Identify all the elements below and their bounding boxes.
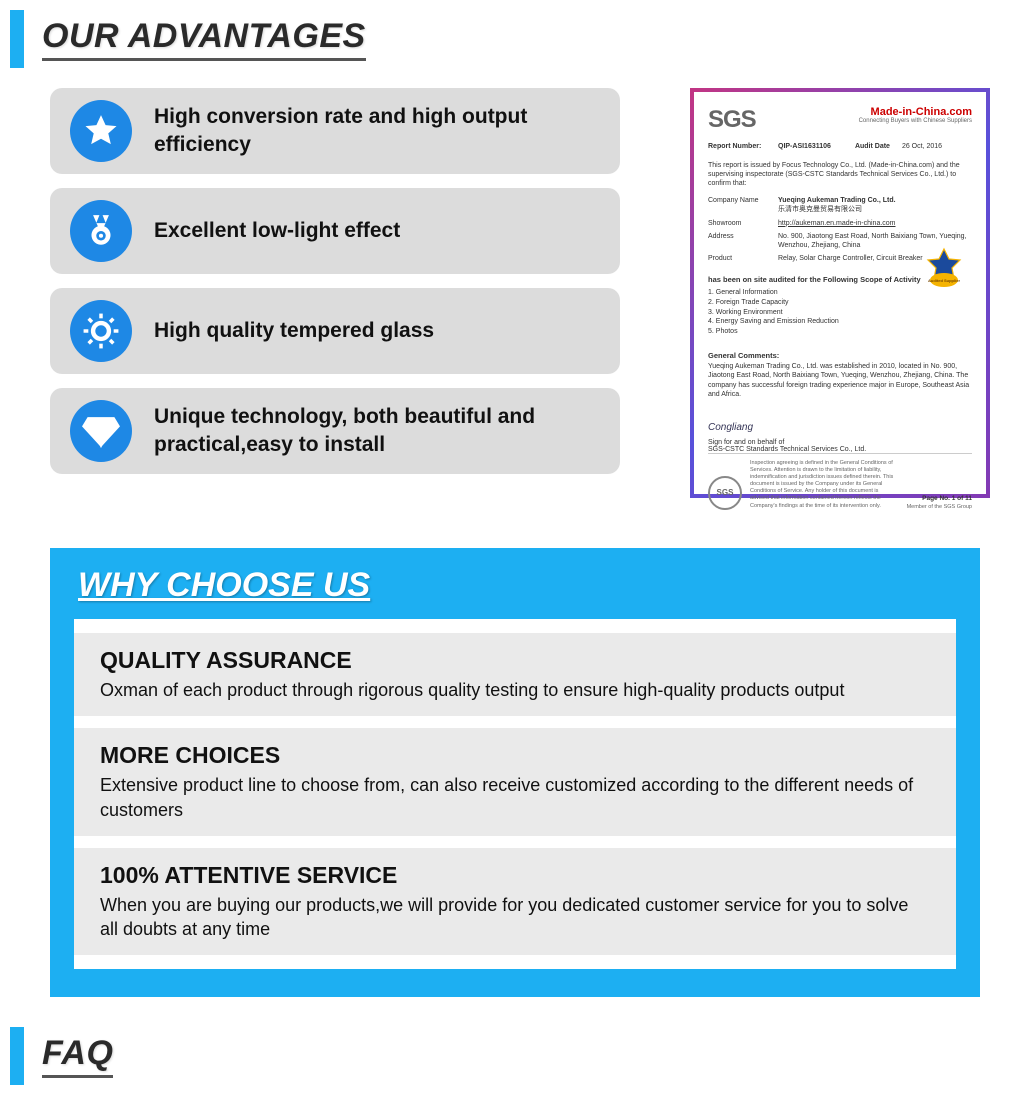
why-choose-panel: WHY CHOOSE US QUALITY ASSURANCE Oxman of… — [50, 548, 980, 997]
product-value: Relay, Solar Charge Controller, Circuit … — [778, 254, 923, 263]
medal-icon — [70, 200, 132, 262]
why-card: 100% ATTENTIVE SERVICE When you are buyi… — [74, 848, 956, 956]
audit-date-label: Audit Date — [855, 142, 890, 151]
svg-text:Audited Supplier: Audited Supplier — [928, 278, 960, 283]
company-label: Company Name — [708, 196, 778, 214]
mic-logo-sub: Connecting Buyers with Chinese Suppliers — [859, 118, 972, 124]
advantage-text: High quality tempered glass — [154, 317, 434, 345]
why-card-body: Oxman of each product through rigorous q… — [100, 678, 930, 702]
general-comments-title: General Comments: — [708, 351, 972, 360]
why-title: WHY CHOOSE US — [78, 566, 956, 605]
why-card-title: 100% ATTENTIVE SERVICE — [100, 862, 930, 889]
why-list: QUALITY ASSURANCE Oxman of each product … — [74, 619, 956, 969]
why-card: MORE CHOICES Extensive product line to c… — [74, 728, 956, 836]
audit-date: 26 Oct, 2016 — [902, 142, 942, 151]
sun-gear-icon — [70, 300, 132, 362]
sgs-stamp-icon: SGS — [708, 476, 742, 510]
company-name: Yueqing Aukeman Trading Co., Ltd. — [778, 197, 896, 204]
cert-footer-text: Inspection agreeing is defined in the Ge… — [750, 460, 899, 510]
scope-item: 3. Working Environment — [708, 308, 972, 318]
sig-label-1: Sign for and on behalf of — [708, 439, 972, 446]
company-cn: 乐清市奥克曼贸易有限公司 — [778, 206, 862, 213]
report-no: QIP-ASI1631106 — [778, 142, 831, 151]
advantage-text: High conversion rate and high output eff… — [154, 103, 600, 160]
faq-header: FAQ — [10, 1027, 1030, 1085]
accent-bar — [10, 1027, 24, 1085]
audited-badge-icon: Audited Supplier — [922, 247, 966, 291]
diamond-icon — [70, 400, 132, 462]
address-label: Address — [708, 232, 778, 250]
cert-intro: This report is issued by Focus Technolog… — [708, 161, 972, 188]
why-card-title: MORE CHOICES — [100, 742, 930, 769]
general-comments-body: Yueqing Aukeman Trading Co., Ltd. was es… — [708, 362, 972, 400]
scope-item: 2. Foreign Trade Capacity — [708, 298, 972, 308]
sig-label-2: SGS-CSTC Standards Technical Services Co… — [708, 446, 972, 453]
advantage-item: Unique technology, both beautiful and pr… — [50, 388, 620, 474]
product-label: Product — [708, 254, 778, 263]
made-in-china-logo: Made-in-China.com Connecting Buyers with… — [859, 106, 972, 124]
star-icon — [70, 100, 132, 162]
cert-member: Member of the SGS Group — [907, 504, 972, 510]
mic-logo-text: Made-in-China.com — [859, 106, 972, 118]
showroom-link: http://aukeman.en.made-in-china.com — [778, 219, 896, 228]
advantages-title: OUR ADVANTAGES — [42, 17, 366, 61]
why-card-title: QUALITY ASSURANCE — [100, 647, 930, 674]
cert-page: Page No. 1 of 11 — [907, 495, 972, 502]
faq-title: FAQ — [42, 1034, 113, 1078]
signature: Congliang — [708, 422, 972, 433]
report-label: Report Number: — [708, 142, 778, 151]
advantages-header: OUR ADVANTAGES — [10, 10, 1030, 68]
showroom-label: Showroom — [708, 219, 778, 228]
scope-item: 5. Photos — [708, 327, 972, 337]
scope-list: 1. General Information 2. Foreign Trade … — [708, 288, 972, 337]
why-card-body: Extensive product line to choose from, c… — [100, 773, 930, 822]
scope-item: 4. Energy Saving and Emission Reduction — [708, 317, 972, 327]
advantage-text: Excellent low-light effect — [154, 217, 400, 245]
why-card-body: When you are buying our products,we will… — [100, 893, 930, 942]
accent-bar — [10, 10, 24, 68]
advantage-item: High quality tempered glass — [50, 288, 620, 374]
why-card: QUALITY ASSURANCE Oxman of each product … — [74, 633, 956, 716]
advantage-item: High conversion rate and high output eff… — [50, 88, 620, 174]
advantages-list: High conversion rate and high output eff… — [50, 88, 620, 474]
advantages-row: High conversion rate and high output eff… — [0, 88, 1030, 528]
advantage-text: Unique technology, both beautiful and pr… — [154, 403, 600, 460]
advantage-item: Excellent low-light effect — [50, 188, 620, 274]
certificate-card: SGS Made-in-China.com Connecting Buyers … — [690, 88, 990, 498]
sgs-logo: SGS — [708, 106, 756, 134]
